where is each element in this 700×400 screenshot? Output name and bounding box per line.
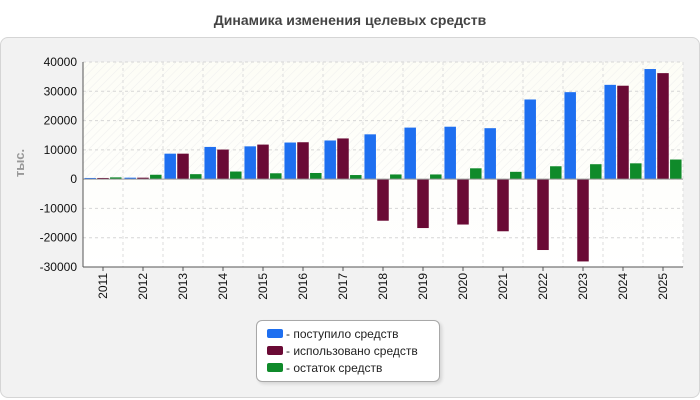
legend-swatch-received bbox=[267, 329, 283, 338]
bar-2013-series-2 bbox=[190, 174, 202, 180]
bar-2019-series-2 bbox=[430, 174, 442, 180]
x-tick-label: 2014 bbox=[216, 273, 230, 300]
bar-2012-series-2 bbox=[150, 174, 162, 180]
x-tick-label: 2017 bbox=[336, 273, 350, 300]
bar-2023-series-2 bbox=[590, 164, 602, 180]
bar-2015-series-0 bbox=[244, 146, 256, 180]
legend-label-balance: - остаток средств bbox=[286, 360, 383, 375]
bar-2014-series-1 bbox=[217, 149, 229, 180]
bar-2025-series-2 bbox=[670, 159, 682, 180]
chart-title: Динамика изменения целевых средств bbox=[213, 12, 487, 28]
x-tick-label: 2021 bbox=[496, 273, 510, 300]
bar-2020-series-1 bbox=[457, 179, 469, 225]
y-axis-label: тыс. bbox=[12, 149, 27, 177]
legend-label-used: - использовано средств bbox=[286, 343, 418, 358]
bar-2022-series-1 bbox=[537, 179, 549, 251]
bar-2022-series-2 bbox=[550, 166, 562, 180]
y-tick-label: 0 bbox=[70, 172, 77, 186]
bars bbox=[84, 69, 682, 262]
bar-2016-series-1 bbox=[297, 142, 309, 180]
y-tick-label: 10000 bbox=[44, 143, 78, 157]
bar-2020-series-0 bbox=[444, 126, 456, 180]
legend-swatch-balance bbox=[267, 363, 283, 372]
bar-2016-series-0 bbox=[284, 142, 296, 180]
bar-2015-series-1 bbox=[257, 144, 269, 180]
bar-2017-series-0 bbox=[324, 140, 336, 180]
bar-2011-series-0 bbox=[84, 177, 96, 180]
bar-2018-series-1 bbox=[377, 179, 389, 221]
bar-2021-series-2 bbox=[510, 171, 522, 180]
x-tick-label: 2018 bbox=[376, 273, 390, 300]
x-tick-label: 2023 bbox=[576, 273, 590, 300]
legend-item: - остаток средств bbox=[267, 359, 439, 376]
bar-2013-series-1 bbox=[177, 153, 189, 180]
bar-2019-series-1 bbox=[417, 179, 429, 229]
y-tick-label: -30000 bbox=[40, 260, 78, 274]
bar-2022-series-0 bbox=[524, 99, 536, 180]
bar-2012-series-0 bbox=[124, 177, 136, 180]
x-tick-label: 2015 bbox=[256, 273, 270, 300]
bar-2013-series-0 bbox=[164, 153, 176, 180]
bar-2018-series-0 bbox=[364, 134, 376, 180]
x-tick-label: 2013 bbox=[176, 273, 190, 300]
bar-2012-series-1 bbox=[137, 177, 149, 180]
axes: 40000 30000 20000 10000 0 -10000 -20000 -30000 2… bbox=[40, 55, 683, 300]
bar-2011-series-1 bbox=[97, 177, 109, 180]
bar-2014-series-2 bbox=[230, 171, 242, 180]
y-tick-label: 40000 bbox=[44, 55, 78, 69]
bar-2023-series-0 bbox=[564, 92, 576, 180]
x-tick-label: 2011 bbox=[96, 273, 110, 299]
y-tick-label: 30000 bbox=[44, 84, 78, 98]
bar-2021-series-1 bbox=[497, 179, 509, 232]
bar-2017-series-2 bbox=[350, 175, 362, 180]
x-tick-label: 2012 bbox=[136, 273, 150, 300]
legend-swatch-used bbox=[267, 346, 283, 355]
x-tick-label: 2019 bbox=[416, 273, 430, 300]
legend: - поступило средств - использовано средс… bbox=[256, 320, 440, 382]
bar-2024-series-0 bbox=[604, 84, 616, 180]
bar-2015-series-2 bbox=[270, 173, 282, 180]
bar-2017-series-1 bbox=[337, 138, 349, 180]
x-tick-label: 2020 bbox=[456, 273, 470, 300]
y-tick-label: -20000 bbox=[40, 231, 78, 245]
bar-2023-series-1 bbox=[577, 179, 589, 262]
bar-2024-series-1 bbox=[617, 85, 629, 180]
bar-2018-series-2 bbox=[390, 174, 402, 180]
legend-label-received: - поступило средств bbox=[286, 326, 399, 341]
bar-2019-series-0 bbox=[404, 127, 416, 180]
legend-item: - использовано средств bbox=[267, 342, 439, 359]
y-tick-label: -10000 bbox=[40, 201, 78, 215]
bar-2016-series-2 bbox=[310, 172, 322, 180]
x-tick-label: 2016 bbox=[296, 273, 310, 300]
bar-2014-series-0 bbox=[204, 146, 216, 180]
x-tick-label: 2024 bbox=[616, 273, 630, 300]
bar-2025-series-0 bbox=[644, 69, 656, 180]
legend-item: - поступило средств bbox=[267, 325, 439, 342]
y-tick-label: 20000 bbox=[44, 114, 78, 128]
bar-2025-series-1 bbox=[657, 73, 669, 180]
x-tick-label: 2022 bbox=[536, 273, 550, 300]
bar-2024-series-2 bbox=[630, 163, 642, 180]
bar-2021-series-0 bbox=[484, 128, 496, 180]
bar-2011-series-2 bbox=[110, 177, 122, 180]
x-tick-label: 2025 bbox=[656, 273, 670, 300]
bar-2020-series-2 bbox=[470, 168, 482, 180]
